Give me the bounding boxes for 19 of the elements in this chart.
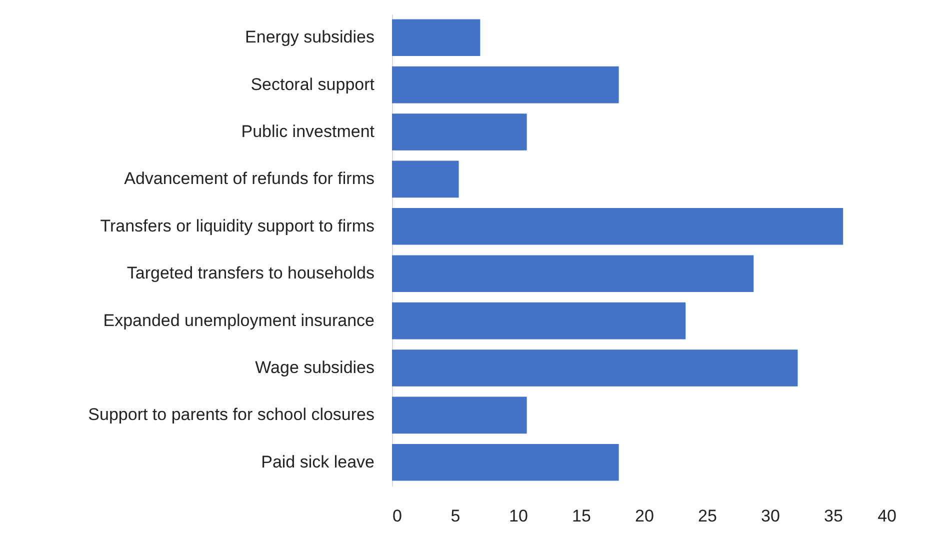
y-tick-label: Support to parents for school closures: [88, 405, 374, 424]
x-tick-label: 20: [635, 506, 654, 526]
y-tick-label: Energy subsidies: [245, 28, 374, 47]
y-tick-label: Transfers or liquidity support to firms: [100, 216, 374, 236]
y-tick-label: Targeted transfers to households: [126, 264, 374, 283]
x-tick-label: 25: [698, 506, 717, 526]
x-tick-label: 0: [392, 506, 402, 526]
x-tick-label: 15: [572, 506, 591, 526]
y-tick-label: Paid sick leave: [261, 452, 374, 472]
x-tick-label: 40: [878, 506, 896, 526]
y-tick-label: Advancement of refunds for firms: [124, 169, 374, 188]
x-tick-label: 35: [824, 506, 843, 526]
y-tick-label: Expanded unemployment insurance: [103, 310, 374, 330]
x-tick-label: 10: [509, 506, 528, 526]
y-tick-label: Public investment: [241, 122, 375, 141]
x-tick-label: 5: [450, 506, 460, 526]
y-tick-label: Wage subsidies: [255, 358, 374, 377]
y-tick-label: Sectoral support: [250, 74, 375, 94]
x-tick-label: 30: [761, 506, 780, 526]
